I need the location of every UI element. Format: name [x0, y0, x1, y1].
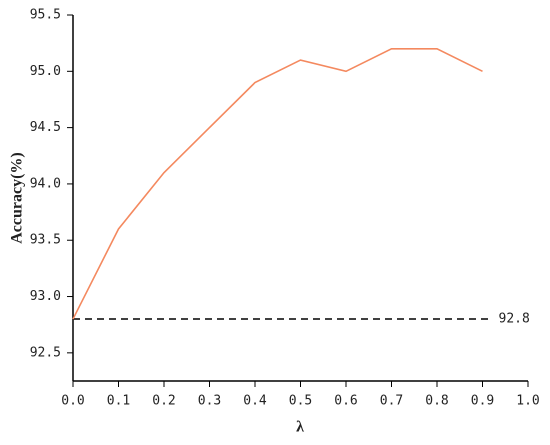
x-tick-label: 0.8	[425, 394, 448, 409]
x-tick-label: 1.0	[516, 394, 539, 409]
x-tick-label: 0.5	[289, 394, 312, 409]
x-tick-label: 0.0	[61, 394, 84, 409]
x-tick-label: 0.7	[380, 394, 403, 409]
y-tick-label: 95.5	[30, 8, 61, 23]
reference-label: 92.8	[499, 312, 530, 327]
x-tick-label: 0.2	[152, 394, 175, 409]
y-tick-label: 93.5	[30, 233, 61, 248]
x-axis-title: λ	[296, 419, 304, 436]
y-tick-label: 93.0	[30, 289, 61, 304]
x-tick-label: 0.9	[471, 394, 494, 409]
x-tick-label: 0.1	[107, 394, 130, 409]
y-tick-label: 92.5	[30, 345, 61, 360]
y-tick-label: 94.5	[30, 120, 61, 135]
x-tick-label: 0.3	[198, 394, 221, 409]
y-axis-title: Accuracy(%)	[9, 152, 26, 244]
y-tick-label: 95.0	[30, 64, 61, 79]
y-tick-label: 94.0	[30, 176, 61, 191]
data-line	[72, 47, 483, 320]
x-tick-label: 0.6	[334, 394, 357, 409]
x-tick-label: 0.4	[243, 394, 267, 409]
